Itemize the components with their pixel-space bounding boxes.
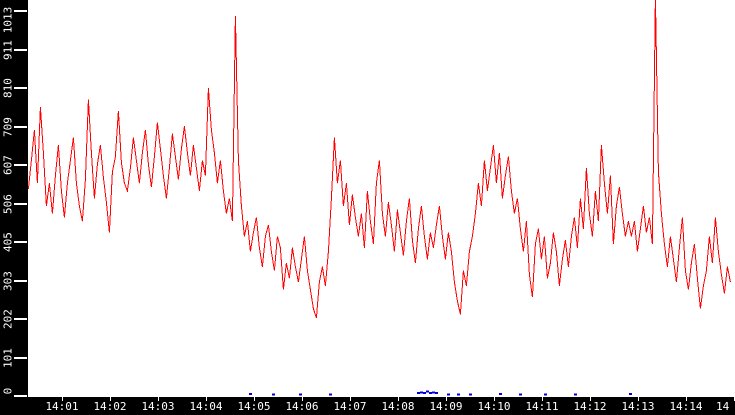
x-axis-label: 14:08 [381,400,415,413]
x-axis-tick [638,397,639,401]
x-axis-label: 14:13 [621,400,655,413]
x-axis-label: 14:05 [237,400,271,413]
y-axis-label: 101 [1,347,15,368]
x-axis-tick [446,397,447,401]
y-axis-label: 405 [1,232,15,252]
line-chart-canvas [28,0,731,396]
y-axis-label: 202 [1,309,15,330]
y-axis-tick [14,87,27,90]
y-axis-label: 709 [1,116,15,137]
blue-marker [299,393,302,396]
blue-marker [435,392,438,395]
x-axis-label: 14:09 [429,400,463,413]
x-axis-label: 14:07 [333,400,367,413]
blue-marker [426,390,429,393]
blue-marker [544,393,547,396]
x-axis-tick [158,397,159,401]
x-axis-tick [590,397,591,401]
blue-marker [249,393,252,395]
x-axis-tick [110,397,111,401]
x-axis-tick [206,397,207,401]
y-axis-label: 506 [1,193,15,214]
x-axis-strip: 14:01 14:02 14:03 14:04 14:05 14:06 14:07 14:08… [0,397,735,415]
y-axis-tick [14,202,27,205]
blue-marker [469,393,472,396]
y-axis-tick [14,10,27,12]
blue-marker [420,391,423,394]
x-axis-tick [398,397,399,401]
blue-marker [499,393,502,395]
x-axis-label: 14:12 [573,400,607,413]
blue-marker [457,393,460,396]
x-axis-label: 14:03 [141,400,175,413]
x-axis-tick [254,397,255,401]
blue-marker [574,393,577,396]
y-axis-tick [14,48,27,51]
y-axis-label: 0 [1,387,15,395]
y-axis-tick [14,395,27,397]
y-axis-label: 911 [1,39,15,60]
y-axis-tick [14,356,27,359]
y-axis-tick [14,125,27,128]
y-axis-tick [14,318,27,321]
plot-area [28,0,735,397]
x-axis-label: 14:06 [285,400,319,413]
x-axis-tick [494,397,495,401]
blue-marker [519,393,522,396]
x-axis-label: 14:04 [189,400,223,413]
y-axis-strip: 0 101 202 303 405 506 607 709 810 911 1013 [0,0,28,397]
blue-marker [417,392,420,395]
y-axis-tick [14,164,27,167]
blue-marker [423,392,426,395]
x-axis-tick [686,397,687,401]
x-axis-tick [350,397,351,401]
y-axis-label: 810 [1,78,15,99]
y-axis-label: 303 [1,270,15,291]
x-axis-tick [302,397,303,401]
x-axis-label: 14:14 [669,400,703,413]
x-axis-label: 14:11 [525,400,559,413]
y-axis-tick [14,241,27,244]
y-axis-label: 607 [1,155,15,176]
x-axis-label: 14 [716,400,730,413]
y-axis-label: 1013 [1,6,15,34]
red-series-line [28,0,731,319]
blue-marker [429,392,432,395]
blue-marker [432,391,435,394]
x-axis-tick [62,397,63,401]
x-axis-label: 14:10 [477,400,511,413]
x-axis-tick [542,397,543,401]
blue-marker [447,393,450,396]
blue-marker [272,393,275,396]
blue-marker [329,393,332,396]
y-axis-tick [14,279,27,282]
blue-marker [629,393,632,395]
x-axis-label: 14:02 [93,400,127,413]
x-axis-label: 14:01 [45,400,79,413]
